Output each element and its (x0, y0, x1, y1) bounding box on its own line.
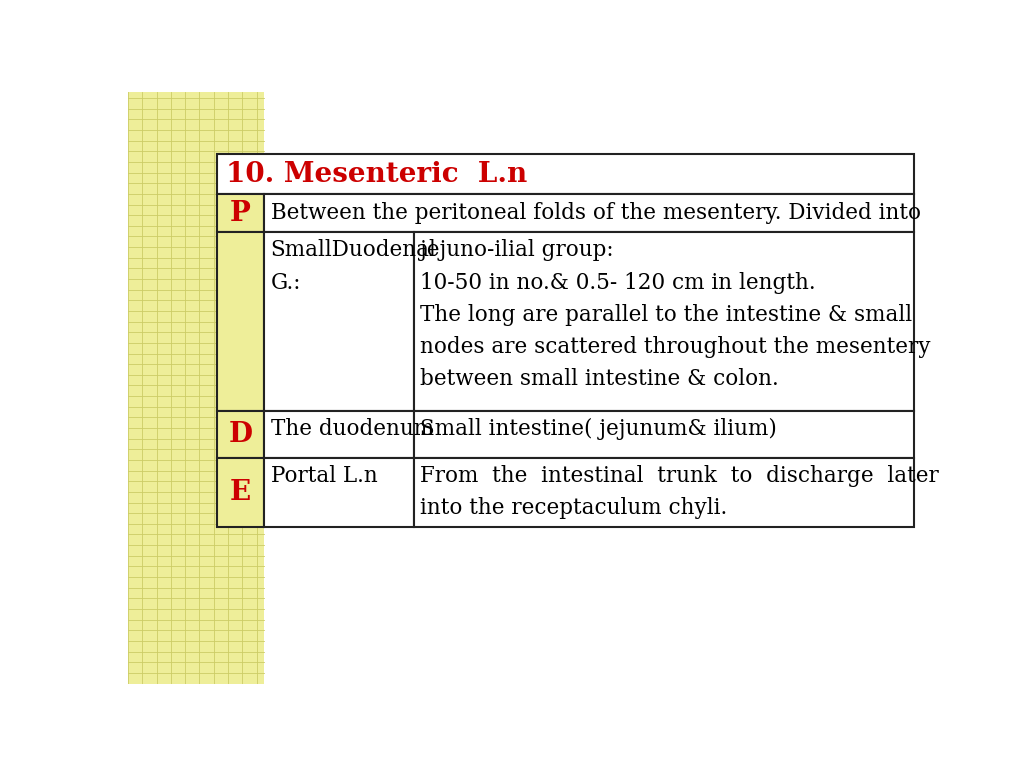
Bar (414, 458, 913, 527)
Bar (264, 194, 913, 233)
Bar (217, 194, 264, 233)
Text: jejuno-ilial group:
10-50 in no.& 0.5- 120 cm in length.
The long are parallel t: jejuno-ilial group: 10-50 in no.& 0.5- 1… (421, 240, 931, 390)
Bar (217, 233, 264, 411)
Text: P: P (230, 200, 251, 227)
Text: The duodenum: The duodenum (270, 418, 434, 440)
Bar (264, 233, 414, 411)
Text: E: E (230, 478, 251, 506)
Bar (414, 233, 913, 411)
Text: Between the peritoneal folds of the mesentery. Divided into: Between the peritoneal folds of the mese… (270, 201, 921, 223)
Bar (264, 411, 414, 458)
Text: 10. Mesenteric  L.n: 10. Mesenteric L.n (225, 161, 527, 188)
Bar (414, 411, 913, 458)
Text: Portal L.n: Portal L.n (270, 465, 378, 487)
Bar (217, 154, 913, 194)
Bar (264, 458, 414, 527)
Text: D: D (228, 421, 253, 448)
Bar (128, 92, 264, 684)
Bar (217, 458, 264, 527)
Text: From  the  intestinal  trunk  to  discharge  later
into the receptaculum chyli.: From the intestinal trunk to discharge l… (421, 465, 939, 519)
Text: SmallDuodenal
G.:: SmallDuodenal G.: (270, 240, 436, 293)
Bar (217, 411, 264, 458)
Text: Small intestine( jejunum& ilium): Small intestine( jejunum& ilium) (421, 418, 777, 440)
